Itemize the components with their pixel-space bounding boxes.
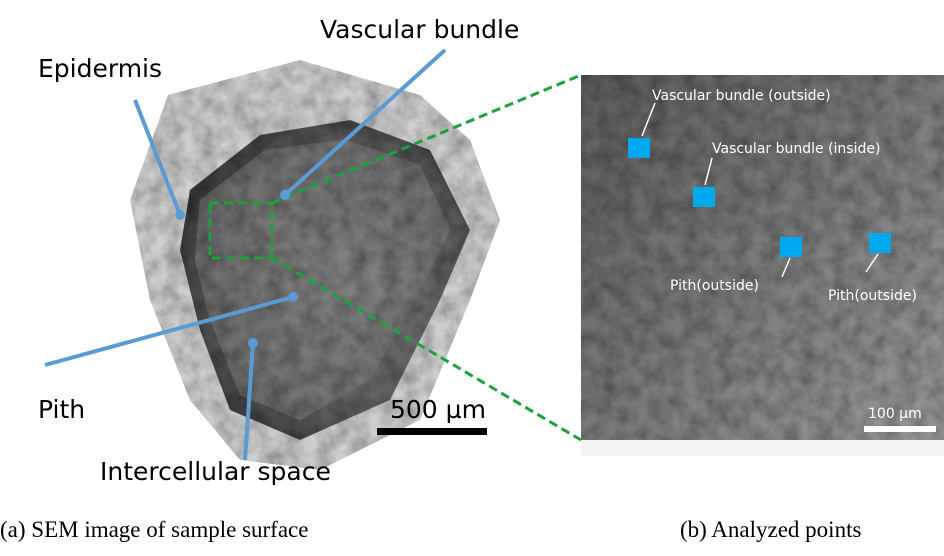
caption: (a) SEM image of sample surface: [0, 517, 308, 542]
scale-bar: [864, 426, 936, 432]
scale-bar: [377, 428, 487, 435]
scale-label: 500 µm: [390, 395, 486, 424]
label: Epidermis: [38, 54, 162, 83]
figure: Vascular bundle Epidermis Pith Intercell…: [0, 0, 944, 556]
point-label: Vascular bundle (inside): [712, 141, 880, 157]
label: Vascular bundle: [320, 15, 519, 44]
caption: (b) Analyzed points: [680, 517, 861, 542]
point-label: Vascular bundle (outside): [652, 88, 831, 104]
sem-image-right: [581, 75, 944, 456]
point-label: Pith(outside): [670, 278, 759, 294]
label: Pith: [38, 395, 85, 424]
scale-label: 100 µm: [868, 406, 922, 422]
point-label: Pith(outside): [828, 288, 917, 304]
label: Intercellular space: [100, 457, 331, 486]
